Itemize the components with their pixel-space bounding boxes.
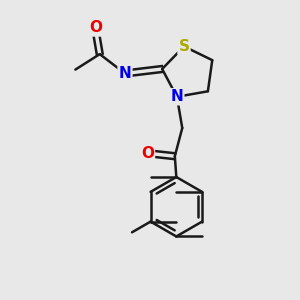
Text: N: N — [118, 66, 131, 81]
Text: O: O — [89, 20, 102, 35]
Text: O: O — [141, 146, 154, 161]
Text: N: N — [170, 89, 183, 104]
Text: S: S — [178, 39, 190, 54]
